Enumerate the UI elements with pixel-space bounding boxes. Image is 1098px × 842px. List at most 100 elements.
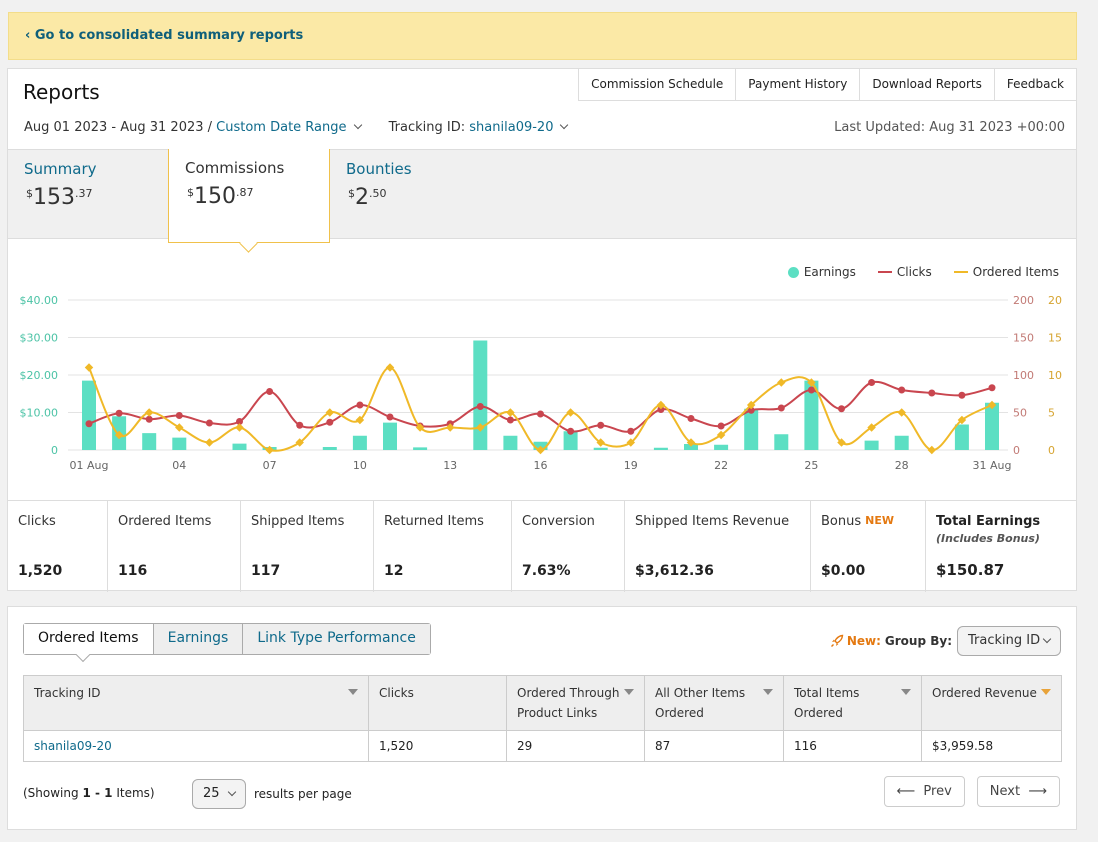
col-all-other-items[interactable]: All Other Items Ordered <box>644 675 784 731</box>
legend-earnings-label: Earnings <box>803 265 856 279</box>
x-axis-tick: 01 Aug <box>70 459 109 472</box>
tab-earnings[interactable]: Earnings <box>152 624 243 654</box>
new-label: New: <box>846 634 881 648</box>
earnings-bar <box>714 444 729 450</box>
col-total-items[interactable]: Total Items Ordered <box>783 675 922 731</box>
earnings-bar <box>684 444 698 450</box>
col-ordered-through-links[interactable]: Ordered Through Product Links <box>506 675 645 731</box>
feedback-tab[interactable]: Feedback <box>993 69 1076 101</box>
page-title: Reports <box>23 80 100 104</box>
x-axis-tick: 10 <box>353 459 367 472</box>
ordered-items-point <box>506 408 515 417</box>
right2-axis-tick: 5 <box>1048 407 1055 420</box>
left-axis-tick: $30.00 <box>20 332 59 345</box>
col-ordered-revenue[interactable]: Ordered Revenue <box>921 675 1062 731</box>
clicks-point <box>928 389 936 397</box>
group-by-select[interactable]: Tracking ID <box>957 626 1061 656</box>
earnings-bar <box>563 431 578 450</box>
sort-icon <box>763 689 773 695</box>
clicks-point <box>296 421 304 429</box>
left-axis-tick: $20.00 <box>20 369 59 382</box>
per-page-value: 25 <box>203 786 220 801</box>
new-badge: NEW <box>865 514 894 527</box>
payment-history-tab[interactable]: Payment History <box>735 69 860 101</box>
earnings-bar <box>653 447 668 450</box>
clicks-point <box>175 412 183 419</box>
showing-count: (Showing 1 - 1 Items) <box>23 786 155 800</box>
chart-legend: Earnings Clicks Ordered Items <box>787 265 1059 279</box>
clicks-point <box>236 418 243 425</box>
ordered-items-point <box>84 363 94 372</box>
clicks-point <box>838 405 845 413</box>
clicks-line <box>88 380 993 433</box>
ordered-items-point <box>355 415 365 425</box>
cell-clicks: 1,520 <box>368 730 507 762</box>
tracking-id-link[interactable]: shanila09-20 <box>23 730 369 762</box>
rocket-icon <box>830 634 844 647</box>
col-clicks[interactable]: Clicks <box>368 675 507 731</box>
col-tracking-id[interactable]: Tracking ID <box>23 675 369 731</box>
cell-total-items: 116 <box>783 730 922 762</box>
tab-commissions[interactable]: Commissions $150.87 <box>168 149 330 243</box>
right-axis-tick: 100 <box>1013 369 1034 382</box>
prev-button[interactable]: ⟵ Prev <box>883 776 965 807</box>
sort-icon <box>1041 689 1051 695</box>
per-page-select[interactable]: 25 <box>192 779 246 809</box>
clicks-point <box>988 384 996 392</box>
chevron-down-icon <box>353 120 362 130</box>
legend-ordered-items-label: Ordered Items <box>972 265 1059 279</box>
clicks-point <box>326 418 334 426</box>
earnings-bar <box>894 435 909 450</box>
download-reports-tab[interactable]: Download Reports <box>859 69 994 101</box>
cell-ordered-through-links: 29 <box>506 730 645 762</box>
consolidated-summary-link[interactable]: ‹ Go to consolidated summary reports <box>25 28 304 43</box>
clicks-point <box>898 386 906 394</box>
clicks-point <box>266 388 274 395</box>
cell-ordered-revenue: $3,959.58 <box>921 730 1062 762</box>
right-axis-tick: 150 <box>1013 332 1034 345</box>
tab-commissions-label: Commissions <box>185 159 285 177</box>
ordered-items-point <box>114 430 124 440</box>
ordered-items-point <box>807 378 816 387</box>
tab-link-type-performance[interactable]: Link Type Performance <box>242 624 430 654</box>
next-button[interactable]: Next ⟶ <box>976 776 1060 807</box>
stat-shipped-items: Shipped Items 117 <box>241 501 374 592</box>
stat-clicks: Clicks 1,520 <box>8 501 108 592</box>
x-axis-tick: 31 Aug <box>973 459 1012 472</box>
summary-amount: $153.37 <box>26 185 93 210</box>
x-axis-tick: 13 <box>443 459 457 472</box>
tracking-id-value: shanila09-20 <box>469 120 554 135</box>
earnings-dot-icon <box>787 266 799 278</box>
custom-date-range-label: Custom Date Range <box>216 120 347 135</box>
chevron-down-icon <box>1042 634 1052 644</box>
custom-date-range-dropdown[interactable]: Custom Date Range <box>216 120 366 135</box>
ordered-items-point <box>325 408 335 417</box>
tab-ordered-items[interactable]: Ordered Items <box>24 624 153 654</box>
summary-tabs: Summary $153.37 Commissions $150.87 Boun… <box>8 149 1076 243</box>
clicks-point <box>145 415 153 423</box>
sort-icon <box>624 689 634 695</box>
tab-summary-label: Summary <box>24 160 97 178</box>
legend-clicks[interactable]: Clicks <box>877 265 932 279</box>
earnings-bar <box>954 424 969 450</box>
clicks-point <box>627 427 635 435</box>
clicks-point <box>777 404 785 412</box>
tracking-id-dropdown[interactable]: shanila09-20 <box>469 120 573 135</box>
clicks-point <box>476 403 484 410</box>
legend-earnings[interactable]: Earnings <box>787 265 856 279</box>
commission-schedule-tab[interactable]: Commission Schedule <box>578 69 736 101</box>
right-axis-tick: 50 <box>1013 407 1027 420</box>
earnings-bar <box>864 440 879 450</box>
ordered-items-point <box>144 408 154 417</box>
sort-icon <box>901 689 911 695</box>
earnings-bar <box>172 437 187 450</box>
legend-ordered-items[interactable]: Ordered Items <box>953 265 1059 279</box>
cell-all-other-items: 87 <box>644 730 784 762</box>
clicks-point <box>205 419 213 427</box>
stat-total-earnings: Total Earnings (Includes Bonus) $150.87 <box>936 514 1041 579</box>
earnings-bar <box>473 340 488 450</box>
earnings-bar <box>804 380 819 450</box>
right2-axis-tick: 20 <box>1048 294 1062 307</box>
bounties-amount: $2.50 <box>348 185 387 210</box>
ordered-items-point <box>476 423 485 432</box>
